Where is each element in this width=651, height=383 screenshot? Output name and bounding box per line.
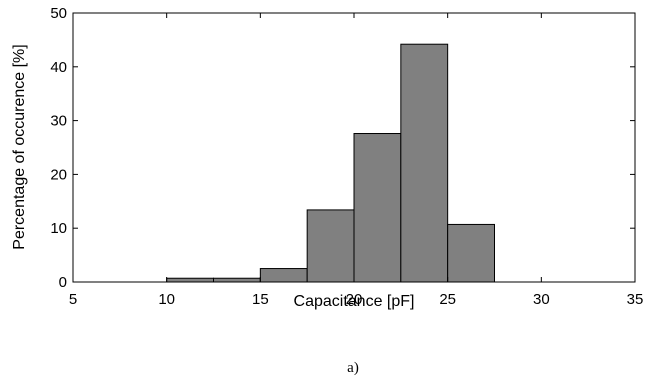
x-tick-label-3: 20: [346, 291, 363, 308]
x-tick-label-5: 30: [533, 291, 550, 308]
histogram-bar-7: [447, 223, 495, 283]
y-tick-label-3: 30: [50, 113, 67, 130]
histogram-bars: [166, 43, 495, 283]
y-tick-label-1: 10: [50, 220, 67, 237]
tick-labels: 5 10 15 20 25 30 35 0 10 20 30 40 50: [50, 5, 643, 308]
y-tick-label-5: 50: [50, 5, 67, 22]
y-tick-label-0: 0: [59, 274, 67, 291]
x-tick-label-1: 10: [158, 291, 175, 308]
histogram-bar-1: [166, 277, 215, 283]
histogram-bar-3: [259, 268, 308, 283]
y-tick-label-2: 20: [50, 166, 67, 183]
histogram-bar-6: [400, 43, 449, 283]
plot-frame: [72, 12, 636, 283]
y-tick-label-4: 40: [50, 59, 67, 76]
histogram-bar-2: [213, 277, 261, 283]
x-tick-label-2: 15: [252, 291, 269, 308]
x-axis-title: Capacitance [pF]: [294, 293, 415, 310]
histogram-bar-5: [353, 133, 402, 283]
x-tick-label-6: 35: [627, 291, 644, 308]
x-tick-label-4: 25: [439, 291, 456, 308]
figure-caption: a): [347, 360, 359, 376]
x-tick-label-0: 5: [69, 291, 77, 308]
histogram-bar-4: [306, 209, 355, 283]
y-axis-title: Percentage of occurence [%]: [11, 44, 28, 249]
